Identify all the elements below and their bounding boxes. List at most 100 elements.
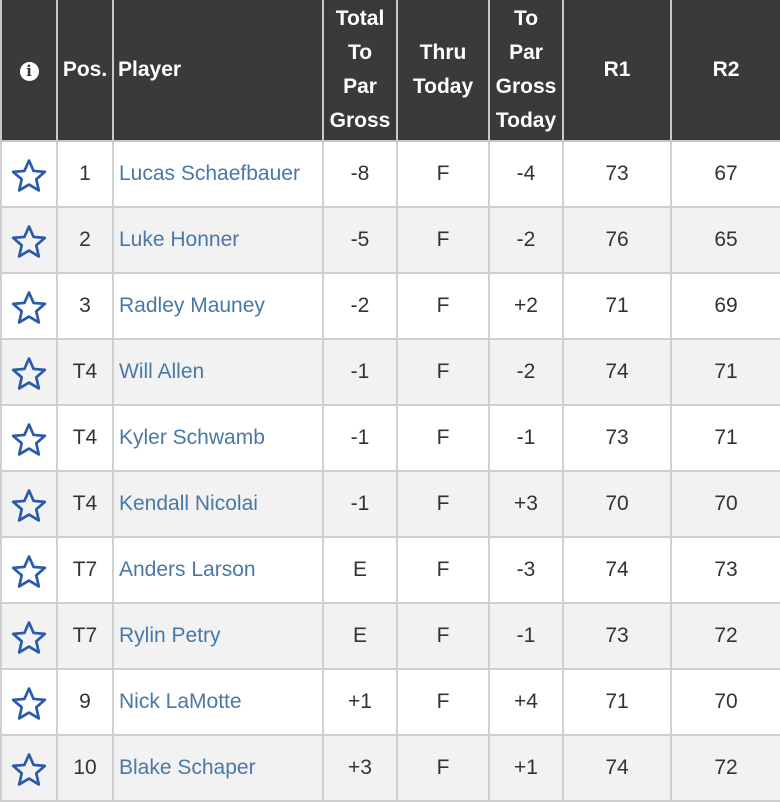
r1-score-cell: 71 [562, 272, 672, 340]
player-name-link[interactable]: Anders Larson [112, 536, 324, 604]
total-to-par-cell: -8 [322, 140, 398, 208]
pos-column-header[interactable]: Pos. [56, 0, 114, 142]
r1-score-cell: 76 [562, 206, 672, 274]
position-cell: T4 [56, 470, 114, 538]
favorite-cell[interactable] [0, 668, 58, 736]
favorite-cell[interactable] [0, 602, 58, 670]
today-to-par-cell: -2 [488, 206, 564, 274]
position-cell: T4 [56, 338, 114, 406]
header-line: Gross [329, 109, 391, 132]
r1-column-header[interactable]: R1 [562, 0, 672, 142]
r1-score-cell: 74 [562, 338, 672, 406]
thru-cell: F [396, 140, 490, 208]
today-to-par-cell: -2 [488, 338, 564, 406]
table-row: T4 Kendall Nicolai -1 F +3 70 70 [0, 470, 780, 538]
favorite-cell[interactable] [0, 140, 58, 208]
position-cell: 10 [56, 734, 114, 802]
thru-cell: F [396, 404, 490, 472]
thru-cell: F [396, 206, 490, 274]
header-line: To [347, 41, 373, 64]
r1-score-cell: 73 [562, 140, 672, 208]
header-line: Total [335, 7, 385, 30]
header-line: To [513, 7, 539, 30]
player-name-link[interactable]: Lucas Schaefbauer [112, 140, 324, 208]
thru-cell: F [396, 536, 490, 604]
player-name-link[interactable]: Nick LaMotte [112, 668, 324, 736]
r2-score-cell: 71 [670, 404, 780, 472]
favorite-cell[interactable] [0, 536, 58, 604]
player-name-link[interactable]: Blake Schaper [112, 734, 324, 802]
total-to-par-cell: +1 [322, 668, 398, 736]
r2-score-cell: 71 [670, 338, 780, 406]
total-to-par-cell: -2 [322, 272, 398, 340]
header-line: Thru [419, 41, 467, 64]
thru-cell: F [396, 734, 490, 802]
today-to-par-cell: -3 [488, 536, 564, 604]
r2-score-cell: 73 [670, 536, 780, 604]
r2-column-header[interactable]: R2 [670, 0, 780, 142]
table-row: T7 Rylin Petry E F -1 73 72 [0, 602, 780, 670]
header-line: Today [495, 109, 557, 132]
thru-today-column-header[interactable]: Thru Today [396, 0, 490, 142]
star-outline-icon[interactable] [10, 487, 48, 525]
info-column-header[interactable]: i [0, 0, 58, 142]
favorite-cell[interactable] [0, 470, 58, 538]
player-name-link[interactable]: Radley Mauney [112, 272, 324, 340]
today-to-par-cell: -1 [488, 404, 564, 472]
r1-score-cell: 70 [562, 470, 672, 538]
position-cell: T7 [56, 536, 114, 604]
total-to-par-cell: E [322, 536, 398, 604]
r1-score-cell: 73 [562, 404, 672, 472]
header-line: Par [343, 75, 377, 98]
today-to-par-cell: -1 [488, 602, 564, 670]
star-outline-icon[interactable] [10, 289, 48, 327]
total-to-par-gross-column-header[interactable]: Total To Par Gross [322, 0, 398, 142]
total-to-par-cell: -5 [322, 206, 398, 274]
r2-score-cell: 72 [670, 602, 780, 670]
to-par-gross-today-column-header[interactable]: To Par Gross Today [488, 0, 564, 142]
star-outline-icon[interactable] [10, 619, 48, 657]
star-outline-icon[interactable] [10, 685, 48, 723]
star-outline-icon[interactable] [10, 421, 48, 459]
position-cell: T7 [56, 602, 114, 670]
player-column-header[interactable]: Player [112, 0, 324, 142]
table-row: T4 Kyler Schwamb -1 F -1 73 71 [0, 404, 780, 472]
table-row: 9 Nick LaMotte +1 F +4 71 70 [0, 668, 780, 736]
favorite-cell[interactable] [0, 734, 58, 802]
star-outline-icon[interactable] [10, 355, 48, 393]
player-name-link[interactable]: Will Allen [112, 338, 324, 406]
today-to-par-cell: +3 [488, 470, 564, 538]
total-to-par-cell: E [322, 602, 398, 670]
player-name-link[interactable]: Kendall Nicolai [112, 470, 324, 538]
star-outline-icon[interactable] [10, 553, 48, 591]
r1-score-cell: 74 [562, 536, 672, 604]
header-line: Par [509, 41, 543, 64]
header-line: Gross [495, 75, 557, 98]
star-outline-icon[interactable] [10, 223, 48, 261]
r2-score-cell: 65 [670, 206, 780, 274]
info-icon[interactable]: i [19, 62, 39, 81]
thru-cell: F [396, 602, 490, 670]
r2-score-cell: 67 [670, 140, 780, 208]
total-to-par-cell: -1 [322, 404, 398, 472]
r1-score-cell: 74 [562, 734, 672, 802]
player-name-link[interactable]: Kyler Schwamb [112, 404, 324, 472]
r2-score-cell: 70 [670, 668, 780, 736]
total-to-par-cell: -1 [322, 470, 398, 538]
table-row: T7 Anders Larson E F -3 74 73 [0, 536, 780, 604]
favorite-cell[interactable] [0, 338, 58, 406]
favorite-cell[interactable] [0, 206, 58, 274]
thru-cell: F [396, 668, 490, 736]
favorite-cell[interactable] [0, 272, 58, 340]
total-to-par-cell: +3 [322, 734, 398, 802]
thru-cell: F [396, 470, 490, 538]
star-outline-icon[interactable] [10, 157, 48, 195]
player-name-link[interactable]: Rylin Petry [112, 602, 324, 670]
thru-cell: F [396, 272, 490, 340]
star-outline-icon[interactable] [10, 751, 48, 789]
favorite-cell[interactable] [0, 404, 58, 472]
table-row: 3 Radley Mauney -2 F +2 71 69 [0, 272, 780, 340]
player-name-link[interactable]: Luke Honner [112, 206, 324, 274]
r2-score-cell: 70 [670, 470, 780, 538]
header-line: Today [412, 75, 474, 98]
